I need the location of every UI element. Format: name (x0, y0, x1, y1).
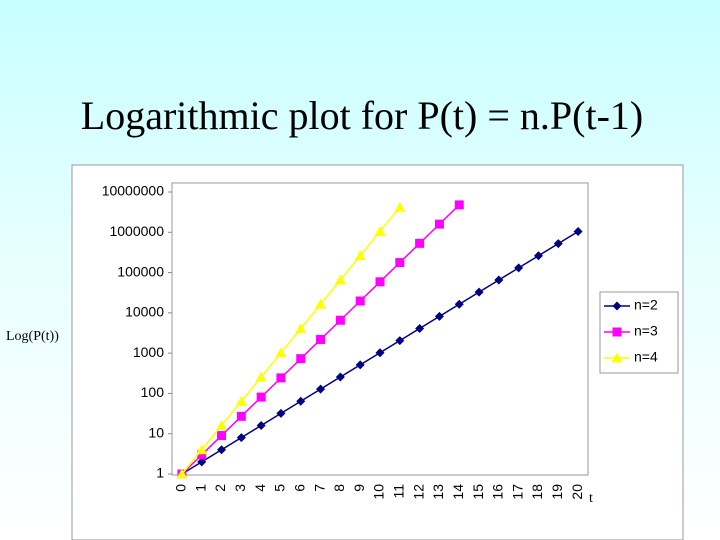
marker (216, 419, 228, 430)
y-tick-label: 100000 (117, 263, 164, 279)
x-tick-label: 1 (192, 484, 208, 492)
legend-label: n=2 (634, 297, 658, 313)
legend-label: n=3 (634, 323, 658, 339)
x-tick-label: 18 (529, 484, 545, 500)
legend-marker (612, 327, 622, 337)
marker (553, 239, 563, 249)
marker (197, 450, 207, 460)
marker (196, 444, 208, 455)
y-tick-label: 1 (156, 465, 164, 481)
x-tick-label: 13 (430, 484, 446, 500)
marker (176, 468, 188, 479)
x-tick-label: 19 (549, 484, 565, 500)
x-tick-label: 10 (371, 484, 387, 500)
marker (434, 219, 444, 229)
marker (296, 396, 306, 406)
x-tick-label: 6 (291, 484, 307, 492)
marker (474, 287, 484, 297)
y-tick-label: 10000 (125, 304, 164, 320)
marker (334, 274, 346, 285)
x-tick-label: 3 (232, 484, 248, 492)
x-tick-label: 11 (391, 484, 407, 499)
marker (217, 445, 227, 455)
marker (296, 354, 306, 364)
y-tick-label: 10 (148, 424, 164, 440)
marker (514, 263, 524, 273)
marker (315, 298, 327, 309)
legend-label: n=4 (634, 349, 658, 365)
chart-title: Logarithmic plot for P(t) = n.P(t-1) (81, 93, 643, 138)
x-tick-label: 9 (351, 484, 367, 492)
x-tick-label: 16 (490, 484, 506, 500)
y-axis-label: Log(P(t)) (6, 329, 59, 344)
x-tick-label: 14 (450, 484, 466, 500)
marker (494, 275, 504, 285)
legend-marker (612, 301, 622, 311)
y-tick-label: 1000 (133, 344, 164, 360)
marker (573, 226, 583, 236)
x-tick-label: 7 (311, 484, 327, 492)
x-tick-label: 2 (212, 484, 228, 492)
marker (434, 311, 444, 321)
marker (454, 299, 464, 309)
marker (375, 348, 385, 358)
marker (355, 360, 365, 370)
marker (395, 336, 405, 346)
y-tick-label: 1000000 (109, 223, 164, 239)
x-tick-label: 15 (470, 484, 486, 500)
x-tick-label: 4 (252, 484, 268, 492)
marker (394, 201, 406, 212)
marker (415, 323, 425, 333)
marker (276, 408, 286, 418)
marker (276, 373, 286, 383)
marker (295, 322, 307, 333)
marker (316, 384, 326, 394)
marker (375, 277, 385, 287)
x-tick-label: 20 (569, 484, 585, 500)
marker (256, 420, 266, 430)
y-tick-label: 10000000 (102, 183, 165, 199)
marker (374, 225, 386, 236)
marker (236, 411, 246, 421)
marker (335, 372, 345, 382)
legend-marker (611, 352, 623, 363)
marker (395, 258, 405, 268)
marker (454, 200, 464, 210)
x-axis-label: t (589, 491, 593, 506)
marker (335, 315, 345, 325)
marker (256, 392, 266, 402)
y-tick-label: 100 (141, 384, 165, 400)
marker (255, 371, 267, 382)
x-tick-label: 17 (509, 484, 525, 500)
x-tick-label: 5 (272, 484, 288, 492)
marker (197, 457, 207, 467)
marker (217, 431, 227, 441)
marker (355, 296, 365, 306)
x-tick-label: 0 (173, 484, 189, 492)
marker (235, 395, 247, 406)
marker (316, 334, 326, 344)
marker (354, 250, 366, 261)
marker (275, 347, 287, 358)
x-tick-label: 12 (410, 484, 426, 500)
marker (533, 251, 543, 261)
marker (236, 433, 246, 443)
marker (415, 238, 425, 248)
x-tick-label: 8 (331, 484, 347, 492)
